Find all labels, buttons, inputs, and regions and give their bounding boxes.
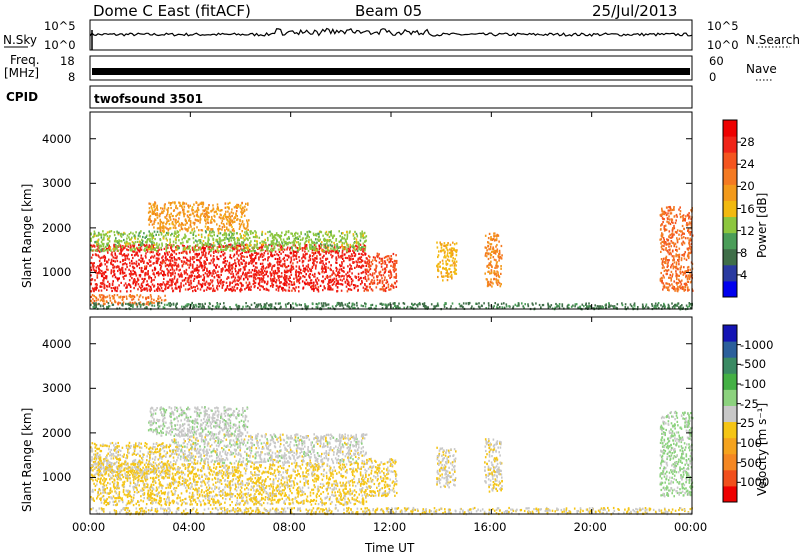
data-region-1 [170, 433, 367, 464]
colorbar-swatch [723, 265, 737, 282]
colorbar-swatch [723, 120, 737, 137]
colorbar-swatch [723, 325, 737, 342]
colorbar-swatch [723, 405, 737, 422]
data-region-4 [366, 458, 398, 498]
power-panel [90, 112, 694, 310]
power-axes [90, 112, 692, 309]
colorbar-swatch [723, 389, 737, 406]
data-region-2 [148, 201, 250, 232]
data-region-7 [659, 206, 693, 292]
colorbar-swatch [723, 357, 737, 374]
data-region-1 [90, 230, 367, 252]
data-region-0 [90, 462, 367, 507]
colorbar-swatch [723, 438, 737, 455]
data-region-3 [148, 406, 249, 437]
colorbar-swatch [723, 470, 737, 487]
data-region-4 [366, 253, 398, 293]
colorbar-swatch [723, 281, 737, 298]
cpid-strip-frame [90, 86, 692, 108]
colorbar-swatch [723, 136, 737, 153]
velocity-colorbar [723, 325, 741, 503]
velocity-panel [90, 317, 693, 515]
power-colorbar [723, 120, 741, 298]
colorbar-swatch [723, 422, 737, 439]
colorbar-swatch [723, 233, 737, 250]
colorbar-swatch [723, 184, 737, 201]
data-region-5 [436, 242, 458, 282]
data-region-5 [436, 447, 456, 489]
power-panel-frame [90, 112, 692, 309]
colorbar-swatch [723, 341, 737, 358]
data-region-7 [659, 411, 693, 498]
strip-data [90, 29, 692, 76]
colorbar-swatch [723, 249, 737, 266]
colorbar-swatch [723, 152, 737, 169]
data-region-6 [484, 438, 503, 493]
data-region-6 [484, 232, 503, 287]
colorbar-swatch [723, 454, 737, 471]
colorbar-swatch [723, 168, 737, 185]
colorbar-swatch [723, 486, 737, 503]
freq-nave-bar [92, 68, 690, 75]
colorbar-swatch [723, 373, 737, 390]
colorbar-swatch [723, 217, 737, 234]
colorbar-swatch [723, 200, 737, 217]
nsky-trace [90, 29, 692, 37]
